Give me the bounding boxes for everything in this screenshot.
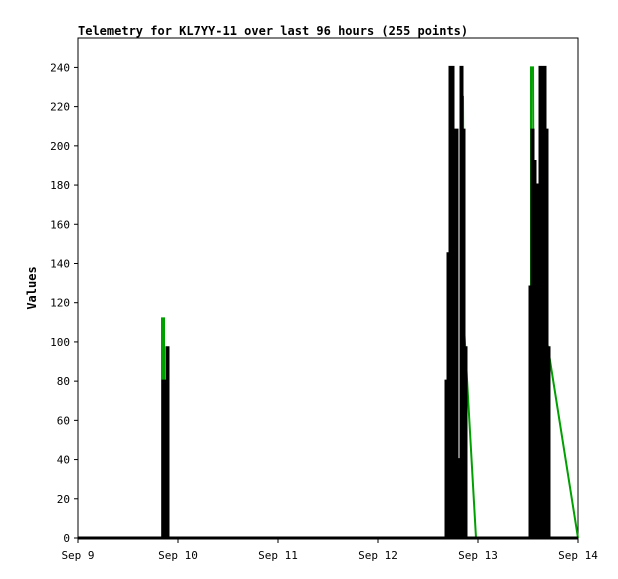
y-tick-label: 80 [57,375,70,388]
plot-area [77,37,579,539]
y-axis-label: Values [25,266,39,309]
chart-title: Telemetry for KL7YY-11 over last 96 hour… [78,24,468,38]
y-tick-label: 120 [50,297,70,310]
y-tick-label: 160 [50,218,70,231]
y-tick-label: 220 [50,101,70,114]
x-tick-label: Sep 10 [158,549,198,562]
x-tick-label: Sep 13 [458,549,498,562]
y-tick-label: 40 [57,454,70,467]
y-tick-label: 0 [63,532,70,545]
y-tick-label: 180 [50,179,70,192]
series-layer [78,65,579,540]
y-axis: 0 20 40 60 80 100 120 140 160 180 200 220 240 [50,61,78,545]
y-tick-label: 200 [50,140,70,153]
x-tick-label: Sep 11 [258,549,298,562]
y-tick-label: 240 [50,61,70,74]
x-tick-label: Sep 9 [61,549,94,562]
series-line-2 [78,65,578,540]
x-axis: Sep 9 Sep 10 Sep 11 Sep 12 Sep 13 Sep 14 [61,538,598,562]
y-tick-label: 60 [57,414,70,427]
x-tick-label: Sep 12 [358,549,398,562]
x-tick-label: Sep 14 [558,549,598,562]
y-tick-label: 20 [57,493,70,506]
y-tick-label: 140 [50,257,70,270]
y-tick-label: 100 [50,336,70,349]
